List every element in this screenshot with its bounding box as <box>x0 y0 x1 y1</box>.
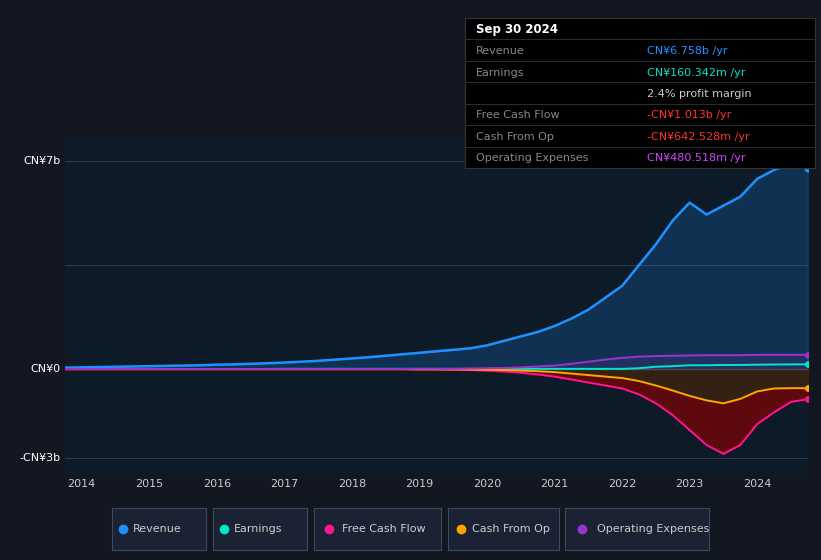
Text: CN¥480.518m /yr: CN¥480.518m /yr <box>647 153 745 164</box>
Text: CN¥7b: CN¥7b <box>24 156 61 166</box>
Text: Free Cash Flow: Free Cash Flow <box>475 110 559 120</box>
Text: CN¥160.342m /yr: CN¥160.342m /yr <box>647 68 745 78</box>
Text: Earnings: Earnings <box>234 524 282 534</box>
Text: Operating Expenses: Operating Expenses <box>597 524 709 534</box>
Text: Cash From Op: Cash From Op <box>475 132 553 142</box>
Text: -CN¥3b: -CN¥3b <box>20 454 61 463</box>
Text: CN¥6.758b /yr: CN¥6.758b /yr <box>647 46 727 56</box>
Text: -CN¥642.528m /yr: -CN¥642.528m /yr <box>647 132 750 142</box>
Text: 2.4% profit margin: 2.4% profit margin <box>647 89 751 99</box>
Text: Earnings: Earnings <box>475 68 524 78</box>
Text: Free Cash Flow: Free Cash Flow <box>342 524 425 534</box>
Text: CN¥0: CN¥0 <box>30 364 61 374</box>
Text: -CN¥1.013b /yr: -CN¥1.013b /yr <box>647 110 732 120</box>
Text: Operating Expenses: Operating Expenses <box>475 153 588 164</box>
Text: Revenue: Revenue <box>475 46 525 56</box>
Text: Cash From Op: Cash From Op <box>472 524 550 534</box>
Text: Sep 30 2024: Sep 30 2024 <box>475 24 557 36</box>
Text: Revenue: Revenue <box>133 524 181 534</box>
